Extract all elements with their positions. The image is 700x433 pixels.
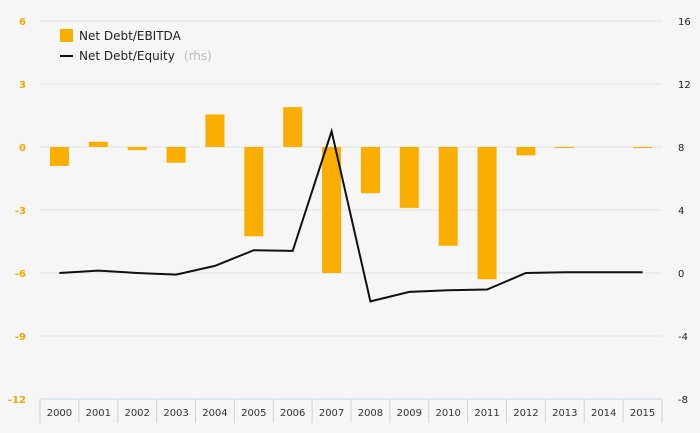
bar-2008: [360, 147, 380, 194]
right-tick-label: -8: [678, 395, 688, 406]
bar-2003: [166, 147, 186, 163]
right-tick-label: 0: [678, 269, 684, 280]
left-tick-label: 6: [19, 17, 26, 28]
right-axis-ticks: 16 12 8 4 0 -4 -8: [678, 17, 691, 406]
net-debt-equity-line: [59, 127, 643, 303]
bar-2007: [322, 147, 342, 273]
bar-2013: [555, 147, 575, 149]
right-tick-label: -4: [678, 332, 688, 343]
x-tick-label: 2007: [319, 408, 344, 419]
bar-2000: [49, 147, 69, 166]
x-tick-label: 2009: [397, 408, 422, 419]
x-tick-label: 2014: [591, 408, 616, 419]
legend-bar-label: Net Debt/EBITDA: [79, 29, 182, 43]
bar-2002: [127, 147, 147, 151]
left-tick-label: 3: [19, 80, 26, 91]
legend-bar-swatch: [60, 29, 73, 42]
left-tick-label: 0: [19, 143, 26, 154]
x-tick-label: 2000: [47, 408, 72, 419]
bar-2006: [283, 107, 303, 147]
left-axis-ticks: 6 3 0 -3 -6 -9 -12: [8, 17, 26, 406]
bar-2005: [244, 147, 264, 237]
legend-line-note: (rhs): [184, 49, 212, 63]
left-tick-label: -12: [8, 395, 26, 406]
bar-2015: [633, 147, 653, 149]
left-tick-label: -6: [15, 269, 26, 280]
x-tick-label: 2013: [552, 408, 577, 419]
x-tick-label: 2003: [163, 408, 188, 419]
x-axis: 2000 2001 2002 2003 2004 2005 2006 2007 2008 2009…: [39, 398, 663, 423]
bar-2010: [438, 147, 458, 246]
bar-2009: [399, 147, 419, 208]
bar-2011: [477, 147, 497, 280]
x-tick-label: 2012: [513, 408, 538, 419]
right-tick-label: 16: [678, 17, 691, 28]
x-tick-label: 2002: [124, 408, 149, 419]
left-tick-label: -9: [15, 332, 26, 343]
bar-2012: [516, 147, 536, 156]
x-tick-label: 2010: [435, 408, 460, 419]
x-tick-label: 2005: [241, 408, 266, 419]
left-tick-label: -3: [15, 206, 26, 217]
x-tick-label: 2008: [358, 408, 383, 419]
x-tick-label: 2004: [202, 408, 227, 419]
x-tick-label: 2006: [280, 408, 305, 419]
legend-line-text: Net Debt/Equity (rhs): [79, 45, 212, 64]
bar-2001: [88, 141, 108, 147]
x-tick-label: 2001: [86, 408, 111, 419]
x-tick-label: 2011: [474, 408, 499, 419]
legend-line-label: Net Debt/Equity: [79, 49, 175, 63]
right-tick-label: 12: [678, 80, 691, 91]
legend: Net Debt/EBITDA Net Debt/Equity (rhs): [60, 29, 212, 64]
bar-series: [49, 107, 653, 280]
x-tick-label: 2015: [630, 408, 655, 419]
right-tick-label: 4: [678, 206, 684, 217]
line-series: [59, 127, 643, 303]
bar-2004: [205, 114, 225, 147]
gridlines: [40, 20, 662, 400]
right-tick-label: 8: [678, 143, 684, 154]
